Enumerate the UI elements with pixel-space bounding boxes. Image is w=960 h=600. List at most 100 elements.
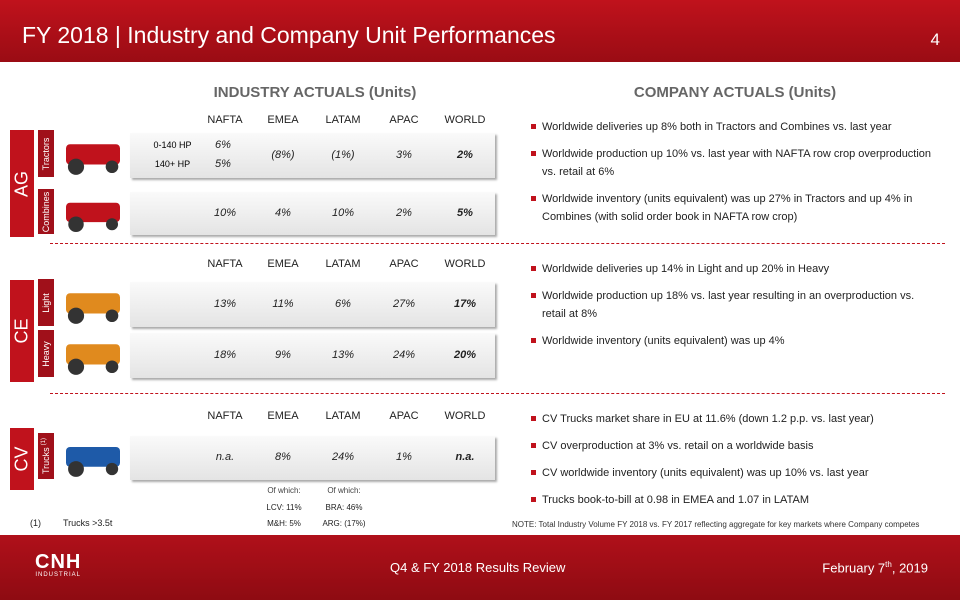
cell: 6% [335, 297, 351, 310]
footnote: (1) Trucks >3.5t [30, 518, 113, 528]
bullet: Trucks book-to-bill at 0.98 in EMEA and … [531, 491, 932, 509]
bullet: Worldwide deliveries up 14% in Light and… [531, 260, 932, 278]
breakdown-line: M&H: 5% [267, 519, 301, 528]
cell: 13% [331, 348, 355, 361]
segment-label: AG [10, 130, 34, 237]
segment-text: AG [11, 170, 32, 197]
cell: 24% [331, 451, 355, 463]
split-label: 140+ HP [154, 159, 191, 170]
footer-date: February 7th, 2019 [822, 560, 928, 576]
bullet: Worldwide inventory (units equivalent) w… [531, 332, 932, 350]
row-label: Trucks(1) [38, 433, 54, 479]
header-bar [0, 0, 960, 62]
split-label: 0-140 HP [153, 139, 192, 150]
column-header: LATAM [325, 114, 361, 126]
vehicle-image [66, 202, 120, 232]
cell: (1%) [331, 148, 355, 161]
bullet: CV Trucks market share in EU at 11.6% (d… [531, 410, 932, 428]
breakdown-heading: Of which: [267, 486, 301, 495]
row-label: Light [38, 279, 54, 326]
cell: 27% [392, 297, 416, 310]
bullet-list: CV Trucks market share in EU at 11.6% (d… [531, 410, 932, 518]
footer-bar [0, 535, 960, 600]
row-label: Tractors [38, 130, 54, 177]
row-label-name: Combines [41, 191, 51, 232]
column-header: WORLD [444, 114, 486, 126]
company-heading: COMPANY ACTUALS (Units) [633, 84, 837, 101]
cell: 11% [272, 297, 294, 310]
column-header: EMEA [267, 258, 299, 270]
divider [50, 393, 945, 394]
column-header: APAC [389, 410, 419, 422]
cell: 2% [396, 206, 412, 219]
cell: 20% [453, 348, 477, 361]
cell: 13% [213, 297, 237, 310]
vehicle-image [66, 293, 120, 324]
cell: 10% [331, 206, 355, 219]
column-header: WORLD [444, 258, 486, 270]
note: NOTE: Total Industry Volume FY 2018 vs. … [512, 520, 920, 529]
cell: 24% [392, 348, 416, 361]
column-header: EMEA [267, 114, 299, 126]
column-header: APAC [389, 114, 419, 126]
row-band [130, 436, 495, 480]
footer-event: Q4 & FY 2018 Results Review [390, 560, 566, 575]
cell: 1% [396, 451, 412, 463]
segment-label: CE [10, 280, 34, 382]
bullet: CV worldwide inventory (units equivalent… [531, 464, 932, 482]
row-band [130, 192, 495, 235]
cell: n.a. [455, 451, 475, 463]
bullet: Worldwide production up 18% vs. last yea… [531, 287, 932, 323]
row-label-text: Combines [41, 191, 51, 232]
bullet: Worldwide deliveries up 8% both in Tract… [531, 118, 932, 136]
vehicle-image [66, 344, 120, 375]
cell: 18% [213, 348, 237, 361]
cell: 3% [396, 148, 412, 161]
row-label-text: Heavy [41, 341, 51, 367]
column-header: NAFTA [207, 410, 243, 422]
row-label-name: Tractors [41, 137, 51, 170]
cell: 10% [213, 206, 237, 219]
row-label-text: Light [41, 293, 51, 313]
breakdown-line: LCV: 11% [266, 503, 302, 512]
row-label-text: Trucks(1) [41, 438, 51, 474]
column-header: LATAM [325, 410, 361, 422]
slide-title: FY 2018 | Industry and Company Unit Perf… [22, 22, 556, 48]
column-header: NAFTA [207, 258, 243, 270]
bullet: Worldwide inventory (units equivalent) w… [531, 190, 932, 226]
row-label: Heavy [38, 330, 54, 377]
segment-label: CV [10, 428, 34, 490]
column-header: LATAM [325, 258, 361, 270]
column-header: NAFTA [207, 114, 243, 126]
cell: 6% [215, 138, 231, 151]
segment-text: CE [11, 318, 32, 344]
row-band [130, 282, 495, 327]
row-band [130, 333, 495, 378]
row-label-name: Trucks [41, 447, 51, 475]
column-header: EMEA [267, 410, 299, 422]
breakdown-heading: Of which: [327, 486, 361, 495]
divider [50, 243, 945, 244]
cell: 4% [275, 206, 291, 219]
row-band [130, 133, 495, 178]
vehicle-image [66, 447, 120, 477]
row-label-text: Tractors [41, 137, 51, 170]
logo: CNH INDUSTRIAL [35, 551, 82, 578]
breakdown-line: ARG: (17%) [322, 519, 366, 528]
row-label: Combines [38, 189, 54, 234]
cell: 5% [215, 158, 231, 171]
row-label-name: Heavy [41, 340, 51, 367]
column-header: APAC [389, 258, 419, 270]
segment-text: CV [11, 446, 32, 472]
page-number: 4 [930, 30, 940, 49]
row-label-note: (1) [41, 437, 47, 446]
bullet: Worldwide production up 10% vs. last yea… [531, 145, 932, 181]
cell: 17% [453, 297, 477, 310]
bullet: CV overproduction at 3% vs. retail on a … [531, 437, 932, 455]
cell: n.a. [215, 451, 235, 463]
bullet-list: Worldwide deliveries up 14% in Light and… [531, 260, 932, 359]
industry-heading: INDUSTRY ACTUALS (Units) [213, 84, 417, 101]
bullet-list: Worldwide deliveries up 8% both in Tract… [531, 118, 932, 235]
cell: 5% [457, 206, 473, 219]
